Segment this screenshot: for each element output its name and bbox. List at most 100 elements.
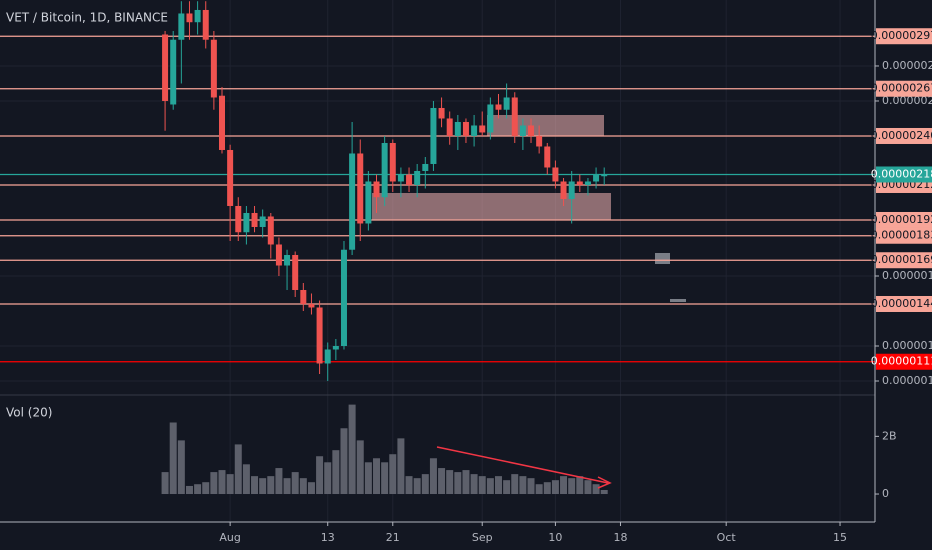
candle-body [267, 216, 274, 245]
candle-body [576, 181, 583, 185]
volume-bar [234, 444, 242, 495]
x-tick-label: 15 [833, 531, 847, 544]
volume-bar [185, 485, 193, 495]
trend-arrow [436, 446, 609, 484]
volume-bar [373, 458, 381, 495]
volume-bar [560, 476, 568, 495]
volume-bar [462, 470, 470, 495]
level-line-label: 0.00000183 [871, 229, 932, 242]
volume-bar [169, 422, 177, 495]
candle-body [162, 34, 169, 101]
candle-body [479, 125, 486, 133]
volume-bar [576, 476, 584, 495]
candle-body [308, 303, 315, 308]
candle-body [406, 174, 413, 185]
candle-body [284, 254, 291, 266]
x-tick-label: 21 [386, 531, 400, 544]
volume-bar [283, 478, 291, 495]
volume-bar [389, 454, 397, 495]
candle-body [275, 244, 282, 266]
candle-body [373, 181, 380, 198]
level-line-label: 0.00000144 [871, 297, 932, 310]
candle-body [446, 118, 453, 136]
volume-bar [307, 482, 315, 495]
volume-bar [519, 476, 527, 495]
x-tick-label: Oct [717, 531, 737, 544]
candle-body [332, 345, 339, 350]
arrow-head [597, 476, 612, 489]
candle-body [503, 97, 510, 110]
level-line-box [876, 127, 932, 144]
volume-bar [535, 484, 543, 495]
level-line-box [876, 211, 932, 228]
level-line-box [876, 28, 932, 45]
volume-bar [218, 470, 226, 495]
level-line-box [876, 252, 932, 269]
candle-body [202, 9, 209, 40]
key-level-line-label: 0.00000111 [871, 355, 932, 368]
volume-bar [299, 478, 307, 495]
candle-body [471, 125, 478, 136]
candle-body [227, 149, 234, 206]
zone-box [670, 299, 686, 302]
y-tick-label: 0.00000100 [882, 374, 932, 387]
volume-bar [364, 462, 372, 495]
volume-bar [340, 428, 348, 495]
candle-body [389, 142, 396, 182]
volume-bar [454, 472, 462, 495]
volume-bar [291, 472, 299, 495]
volume-bar [478, 476, 486, 495]
zone-box [655, 253, 670, 264]
level-line-label: 0.00000267 [871, 82, 932, 95]
candle-body [430, 107, 437, 164]
candle-body [593, 174, 600, 182]
volume-bar [568, 478, 576, 495]
candle-body [194, 9, 201, 23]
candle-body [381, 142, 388, 198]
candle-body [495, 104, 502, 110]
candle-body [519, 125, 526, 136]
volume-bar [405, 476, 413, 495]
y-tick-label: 2B [882, 429, 897, 442]
candle-body [357, 153, 364, 224]
candle-body [219, 95, 226, 150]
volume-bar [267, 476, 275, 495]
volume-bar [177, 440, 185, 495]
grid [0, 0, 875, 522]
volume-bar [202, 482, 210, 495]
levels [0, 35, 875, 363]
volume-bar [397, 438, 405, 495]
volume-bar [503, 480, 511, 495]
candle-body [186, 13, 193, 23]
volume-bar [527, 478, 535, 495]
x-tick-label: Aug [219, 531, 240, 544]
volume-bar [584, 480, 592, 495]
volume-bar [226, 474, 234, 495]
volume-bar [324, 462, 332, 495]
candle-body [528, 125, 535, 136]
candle-body [251, 212, 258, 227]
level-line-label: 0.00000192 [871, 213, 932, 226]
candle-body [462, 121, 469, 136]
volume-bar [332, 450, 340, 495]
candle-body [454, 121, 461, 136]
level-line-box [876, 295, 932, 312]
zone-box [487, 115, 604, 136]
level-line-box [876, 80, 932, 97]
volume-bar [275, 468, 283, 495]
volume-bar [210, 472, 218, 495]
volume-bar [381, 462, 389, 495]
candle-body [438, 107, 445, 119]
candle-body [560, 181, 567, 199]
candle-body [178, 13, 185, 40]
axis: Aug 13 21 Sep 10 18 Oct 15 0.00000100 0.00000120 0… [219, 28, 932, 544]
y-tick-label: 0.00000120 [882, 339, 932, 352]
volume-bar [242, 464, 250, 495]
candle-body [414, 170, 421, 185]
candle-body [300, 289, 307, 304]
volume-bar [356, 440, 364, 495]
volume [161, 404, 608, 495]
